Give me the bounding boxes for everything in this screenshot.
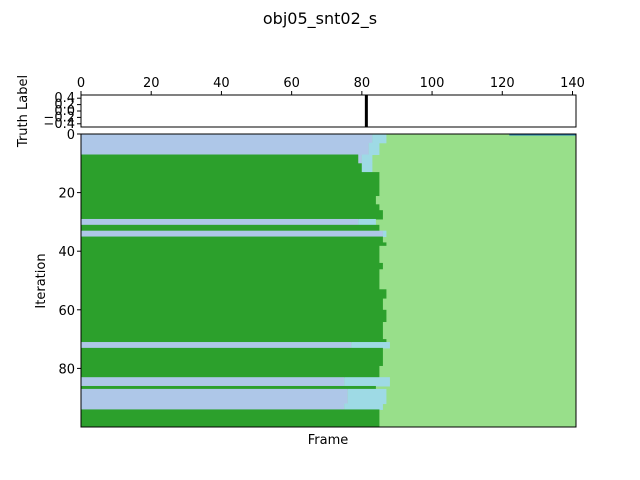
heatmap-segment-class-d	[347, 388, 387, 405]
heatmap-x-axis-label: Frame	[308, 433, 349, 448]
heatmap-segment-class-b	[81, 204, 380, 211]
heatmap-segment-class-a	[81, 134, 373, 144]
top-x-tick-label: 40	[213, 76, 230, 91]
heatmap-segment-class-a	[81, 230, 383, 238]
heatmap-segment-class-e	[509, 134, 576, 136]
heatmap-segment-class-d	[361, 154, 373, 164]
heatmap-segment-class-b	[81, 409, 380, 428]
heatmap-segment-class-a	[81, 377, 345, 387]
heatmap-segment-class-a	[358, 154, 362, 164]
top-x-tick-label: 140	[560, 76, 585, 91]
truth-label-panel: 0 20 40 60 80 100 120 140 −0.4−0.20.00.20.4 Tru…	[16, 75, 585, 148]
heatmap-segment-class-b	[81, 262, 383, 270]
heatmap-rows	[81, 134, 576, 428]
heatmap-segment-class-b	[81, 347, 383, 366]
heatmap-segment-class-b	[81, 321, 383, 340]
heatmap-segment-class-b	[81, 289, 387, 299]
top-y-tick-label: −0.2	[43, 110, 75, 125]
heatmap-segment-class-b	[81, 268, 380, 290]
heatmap-segment-class-b	[81, 163, 362, 173]
top-x-tick-label: 60	[283, 76, 300, 91]
heatmap-segment-class-a	[81, 388, 348, 405]
heatmap-segment-class-b	[81, 365, 380, 378]
heatmap-segment-class-d	[382, 230, 387, 238]
heatmap-segment-class-a	[81, 342, 352, 349]
truth-label-plot-area	[81, 95, 576, 127]
heatmap-segment-class-a	[81, 142, 369, 156]
main-y-tick-label: 60	[58, 304, 75, 319]
heatmap-segment-class-d	[351, 342, 390, 349]
heatmap-frame	[80, 133, 577, 428]
heatmap-segment-class-d	[344, 377, 390, 387]
heatmap-segment-class-b	[81, 385, 376, 390]
heatmap-segment-class-d	[361, 163, 373, 173]
heatmap-segment-class-a	[81, 218, 359, 226]
top-y-tick-label: 0.4	[54, 91, 75, 106]
top-x-tick-label: 20	[143, 76, 160, 91]
heatmap-segment-class-d	[372, 134, 387, 144]
top-x-tick-label: 80	[354, 76, 371, 91]
heatmap-segment-class-b	[81, 339, 387, 343]
top-y-tick-label: 0.2	[54, 98, 75, 113]
heatmap-segment-class-b	[81, 210, 383, 220]
heatmap-segment-class-b	[81, 309, 387, 323]
chart-title: obj05_snt02_s	[263, 9, 377, 29]
heatmap-segment-class-b	[81, 242, 387, 246]
heatmap-segment-class-b	[81, 224, 380, 232]
iteration-heatmap-panel: 0 20 40 60 80 Iteration Frame	[34, 128, 577, 448]
heatmap-segment-class-d	[344, 403, 383, 410]
top-y-tick-label: 0.0	[54, 104, 75, 119]
main-y-tick-label: 80	[58, 362, 75, 377]
truth-label-x-ticks: 0 20 40 60 80 100 120 140	[77, 76, 585, 95]
truth-label-y-axis-label: Truth Label	[16, 75, 31, 148]
top-x-tick-label: 0	[77, 76, 85, 91]
heatmap-segment-class-b	[81, 154, 359, 164]
main-y-tick-label: 0	[67, 128, 75, 143]
heatmap-segment-class-b	[81, 245, 380, 264]
heatmap-segment-class-d	[358, 218, 376, 226]
top-y-tick-label: −0.4	[43, 117, 75, 132]
main-y-tick-label: 40	[58, 245, 75, 260]
truth-label-y-ticks: −0.4−0.20.00.20.4	[43, 91, 81, 132]
top-x-tick-label: 100	[420, 76, 445, 91]
main-y-tick-label: 20	[58, 187, 75, 202]
heatmap-y-axis-label: Iteration	[34, 253, 49, 308]
heatmap-segment-class-b	[81, 236, 383, 243]
heatmap-segment-class-b	[81, 298, 383, 311]
top-x-tick-label: 120	[490, 76, 515, 91]
heatmap-y-ticks: 0 20 40 60 80	[58, 128, 81, 377]
heatmap-segment-class-b	[81, 172, 380, 197]
heatmap-segment-class-b	[81, 195, 376, 205]
heatmap-segment-class-a	[81, 403, 345, 410]
heatmap-segment-class-d	[368, 142, 380, 156]
